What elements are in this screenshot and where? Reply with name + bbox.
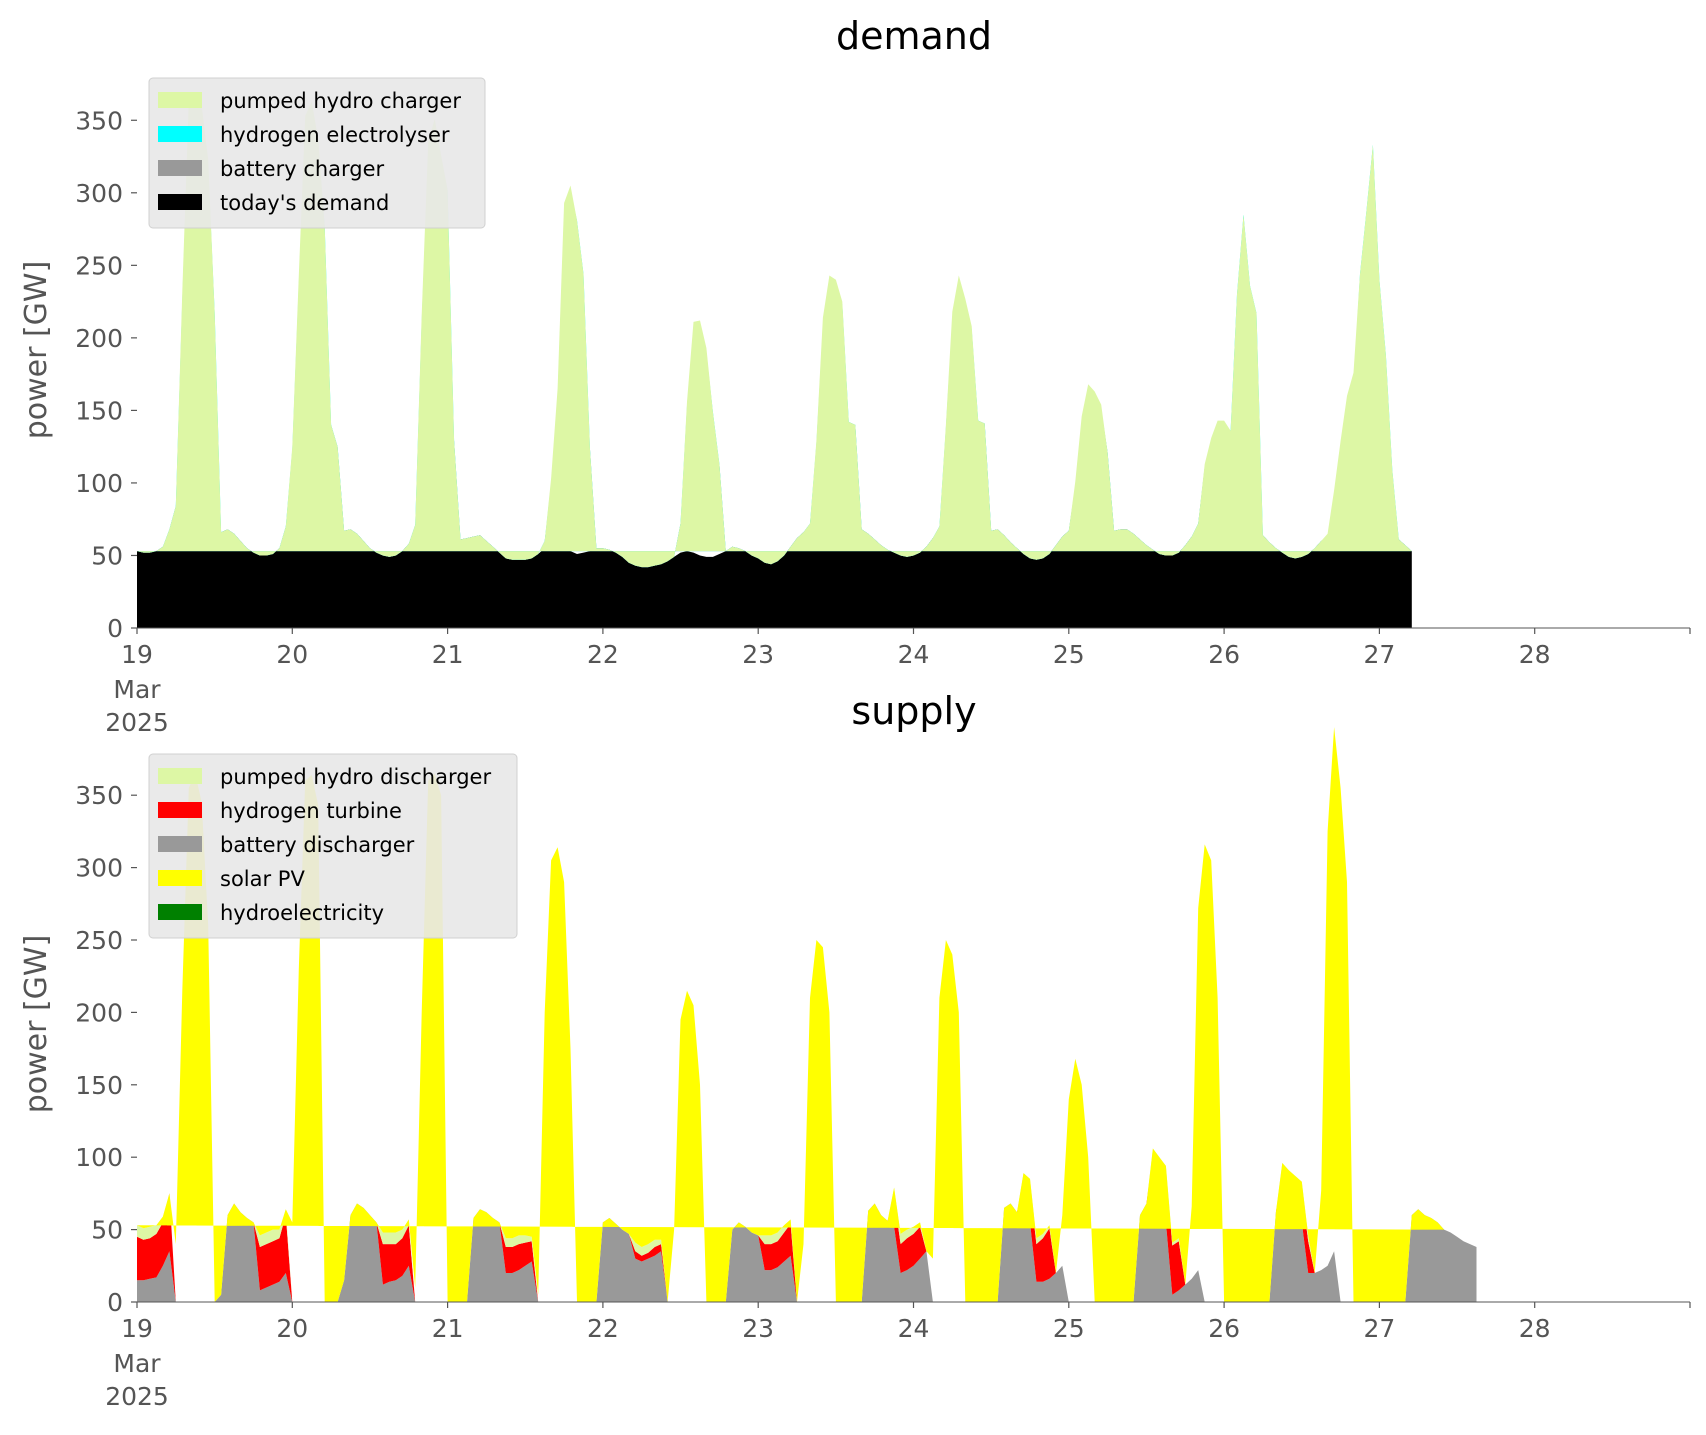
legend-label: battery discharger <box>220 833 415 857</box>
x-tick-label: 20 <box>276 640 308 669</box>
legend-label: pumped hydro charger <box>220 89 461 113</box>
x-tick-label: 26 <box>1208 1314 1240 1343</box>
area-today-s-demand <box>137 527 1412 628</box>
legend-label: hydrogen turbine <box>220 799 402 823</box>
legend-swatch <box>158 904 202 920</box>
legend-swatch <box>158 92 202 108</box>
plot-area <box>137 98 1412 628</box>
x-tick-label: 22 <box>587 640 619 669</box>
y-tick-label: 0 <box>107 1288 123 1317</box>
y-tick-label: 250 <box>75 926 123 955</box>
legend-swatch <box>158 768 202 784</box>
legend-label: solar PV <box>220 867 305 891</box>
area-pumped-hydro-charger <box>137 98 1412 568</box>
x-tick-label: 19 <box>121 640 153 669</box>
y-tick-label: 0 <box>107 614 123 643</box>
y-tick-label: 200 <box>75 324 123 353</box>
x-tick-label: 22 <box>587 1314 619 1343</box>
legend-swatch <box>158 194 202 210</box>
x-tick-sublabel: 2025 <box>105 1382 169 1411</box>
y-tick-label: 50 <box>91 541 123 570</box>
x-tick-label: 24 <box>898 640 930 669</box>
x-tick-sublabel: Mar <box>113 675 161 704</box>
legend: pumped hydro discharger hydrogen turbine b… <box>148 753 518 939</box>
chart-title: supply <box>851 689 976 733</box>
legend-swatch <box>158 836 202 852</box>
x-tick-label: 28 <box>1519 640 1551 669</box>
legend: pumped hydro charger hydrogen electrolyse… <box>148 77 486 229</box>
x-tick-label: 24 <box>898 1314 930 1343</box>
y-tick-label: 150 <box>75 396 123 425</box>
x-tick-label: 23 <box>742 1314 774 1343</box>
x-tick-label: 27 <box>1363 640 1395 669</box>
legend-swatch <box>158 802 202 818</box>
legend-swatch <box>158 126 202 142</box>
legend-box <box>148 77 486 229</box>
x-tick-sublabel: 2025 <box>105 708 169 737</box>
x-tick-label: 25 <box>1053 640 1085 669</box>
chart-title: demand <box>836 14 992 58</box>
supply-panel: supply 0 50 100 150 200 250 300 350 19 20 21 22 23 24… <box>19 689 1691 1411</box>
legend-label: hydrogen electrolyser <box>220 123 450 147</box>
legend-label: hydroelectricity <box>220 901 384 925</box>
legend-swatch <box>158 870 202 886</box>
y-axis-label: power [GW] <box>19 261 54 440</box>
y-tick-label: 100 <box>75 1143 123 1172</box>
y-tick-label: 150 <box>75 1071 123 1100</box>
x-tick-sublabel: Mar <box>113 1349 161 1378</box>
legend-label: battery charger <box>220 157 385 181</box>
demand-panel: demand 0 50 100 150 200 250 300 350 19 20 21 22 23 24… <box>19 14 1691 737</box>
legend-label: today's demand <box>220 191 389 215</box>
y-tick-label: 300 <box>75 179 123 208</box>
x-tick-label: 19 <box>121 1314 153 1343</box>
y-tick-label: 350 <box>75 781 123 810</box>
x-tick-label: 27 <box>1363 1314 1395 1343</box>
axes: 0 50 100 150 200 250 300 350 19 20 21 22 23 24 25 26 27 2… <box>75 106 1691 737</box>
x-tick-label: 21 <box>432 640 464 669</box>
y-tick-label: 350 <box>75 106 123 135</box>
y-tick-label: 50 <box>91 1216 123 1245</box>
y-axis-label: power [GW] <box>19 935 54 1114</box>
legend-swatch <box>158 160 202 176</box>
x-tick-label: 23 <box>742 640 774 669</box>
x-tick-label: 26 <box>1208 640 1240 669</box>
x-tick-label: 25 <box>1053 1314 1085 1343</box>
y-tick-label: 200 <box>75 998 123 1027</box>
x-tick-label: 20 <box>276 1314 308 1343</box>
plot-area <box>137 727 1477 1302</box>
area-hydrogen-turbine <box>137 1154 1445 1302</box>
legend-label: pumped hydro discharger <box>220 765 491 789</box>
x-tick-label: 21 <box>432 1314 464 1343</box>
axes: 0 50 100 150 200 250 300 350 19 20 21 22 23 24 25 26 27 2… <box>75 781 1691 1411</box>
y-tick-label: 100 <box>75 469 123 498</box>
legend-box <box>148 753 518 939</box>
y-tick-label: 300 <box>75 854 123 883</box>
area-solar-pv <box>137 727 1445 1302</box>
y-tick-label: 250 <box>75 251 123 280</box>
x-tick-label: 28 <box>1519 1314 1551 1343</box>
